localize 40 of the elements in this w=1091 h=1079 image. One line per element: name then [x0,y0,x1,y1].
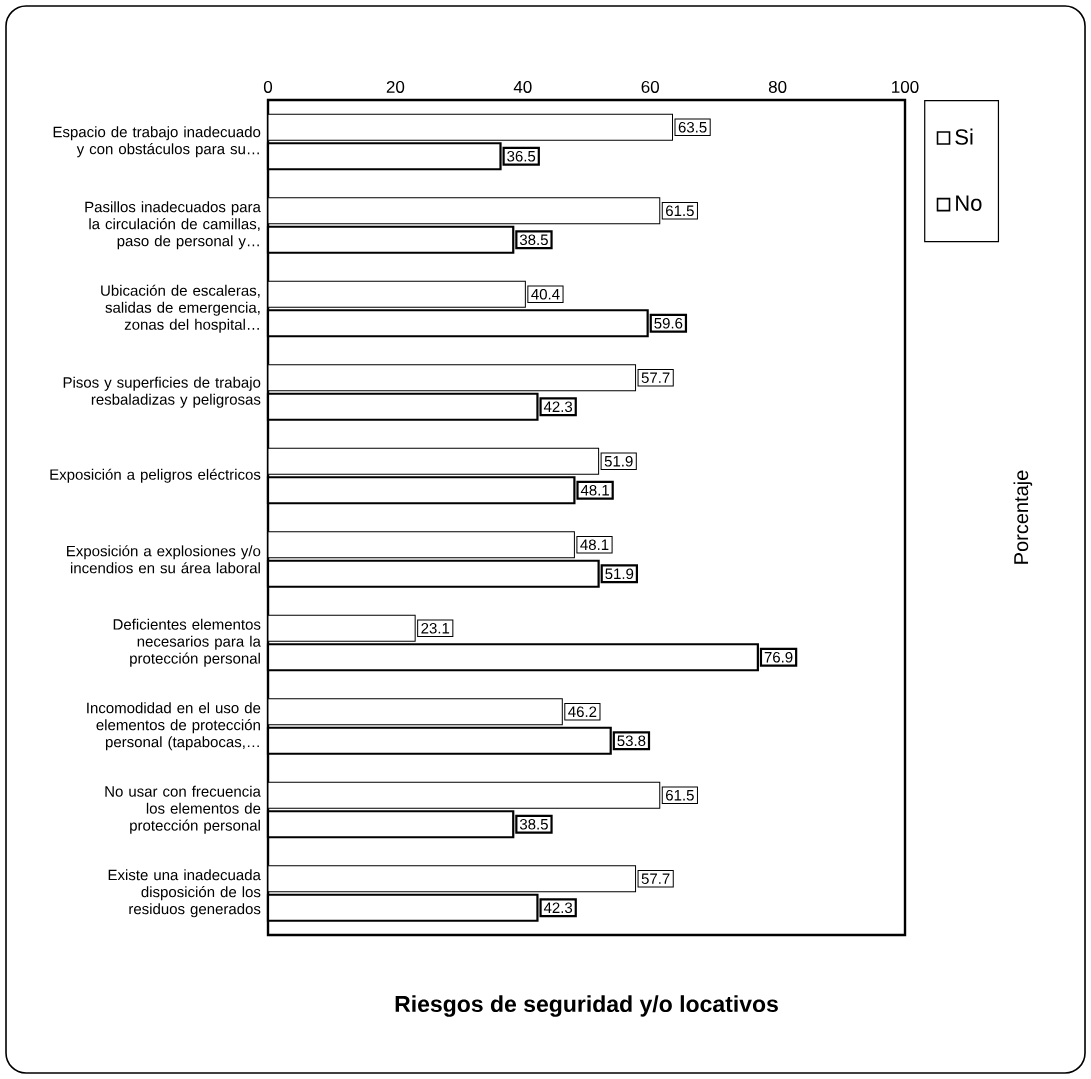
data-label: 57.7 [641,873,670,884]
data-label: 76.9 [764,651,793,663]
data-label: 61.5 [666,789,694,801]
data-label: 46.2 [568,706,597,718]
legend-label: Si [955,128,973,145]
data-label: 48.1 [580,539,609,551]
x-tick-label: 100 [892,80,919,93]
data-label: 59.6 [654,317,683,329]
data-label: 61.5 [666,205,694,217]
data-label: 53.8 [617,735,646,747]
x-tick-label: 60 [641,80,659,93]
x-tick-label: 40 [513,80,532,93]
y-tick-label: Espacio de trabajo inadecuado y con obstáculos para su… [53,126,261,158]
y-tick-label: Existe una inadecuada disposición de los residuos generados [108,869,261,918]
x-tick-label: 20 [386,80,405,93]
data-label: 51.9 [604,455,633,467]
y-tick-label: Deficientes elementos necesarios para la protección personal [113,618,261,667]
y-tick-label: No usar con frecuencia los elementos de protección personal [105,785,261,834]
data-label: 38.5 [519,234,548,246]
data-label: 51.9 [605,568,634,580]
legend-label: No [956,195,982,211]
data-label: 23.1 [421,622,450,634]
data-label: 48.1 [580,484,609,496]
data-label: 63.5 [678,121,707,133]
y-tick-label: Exposición a peligros eléctricos [50,468,261,483]
data-label: 42.3 [543,902,573,914]
text: Riesgos de seguridad y/o locativos [395,995,778,1017]
data-label: 40.4 [531,288,560,300]
x-tick-label: 80 [768,80,787,93]
y-tick-label: Exposición a explosiones y/o incendios en su área laboral [67,545,261,574]
y-tick-label: Ubicación de escaleras, salidas de emergencia, zonas del hospital… [101,284,260,333]
y-tick-label: Incomodidad en el uso de elementos de protección personal (tapabocas,… [87,702,261,751]
text: Porcentaje [1013,470,1033,564]
y-tick-label: Pisos y superficies de trabajo resbaladizas y peligrosas [63,376,261,408]
data-label: 38.5 [519,818,548,830]
data-label: 42.3 [543,401,573,413]
x-tick-label: 0 [263,80,273,93]
y-tick-label: Pasillos inadecuados para la circulación de camillas, paso de personal y… [85,201,261,250]
data-label: 36.5 [507,150,536,162]
data-label: 57.7 [641,372,670,383]
